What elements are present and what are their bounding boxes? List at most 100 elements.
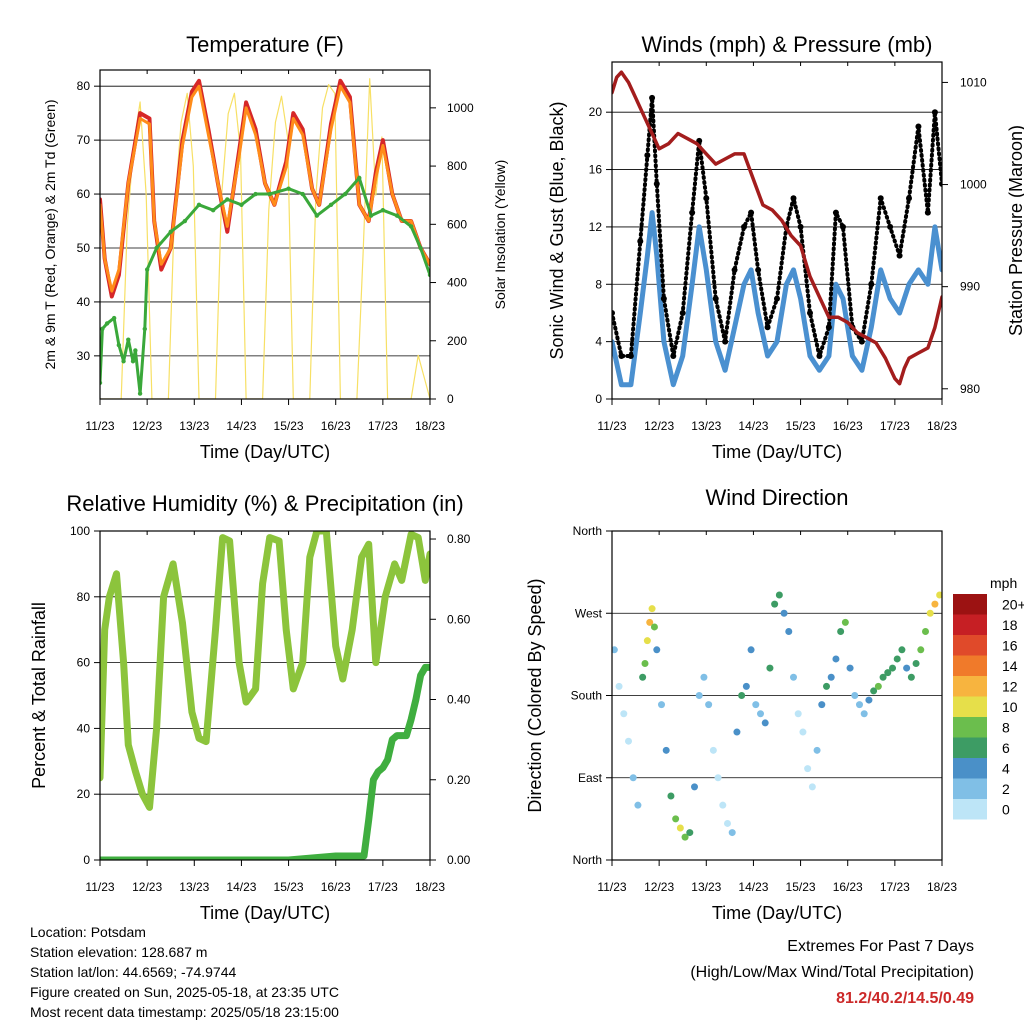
chart-title: Winds (mph) & Pressure (mb) [642,32,933,57]
colorbar-label: 8 [1002,719,1010,735]
chart-title: Temperature (F) [186,32,344,57]
extremes-values: 81.2/40.2/14.5/0.49 [836,990,974,1007]
gust-point [653,180,660,187]
x-tick-label: 18/23 [927,419,957,433]
direction-point [771,600,779,608]
direction-point [742,682,750,690]
y-tick-label: 16 [589,163,603,177]
colorbar-label: 6 [1002,740,1010,756]
direction-point [775,591,783,599]
direction-point [662,746,670,754]
colorbar-swatch [953,635,987,656]
direction-point [747,646,755,654]
y-tick-label: 100 [70,524,90,538]
dewpoint-point [328,202,334,208]
dewpoint-point [100,326,105,332]
direction-point [728,829,736,837]
y2-tick-label: 800 [447,159,467,173]
x-tick-label: 17/23 [880,880,910,894]
direction-point [936,591,942,599]
x-tick-label: 11/23 [597,419,626,433]
y-tick-label: East [578,771,603,785]
latlon-text: Station lat/lon: 44.6569; -74.9744 [30,964,237,980]
y2-tick-label: 0.00 [447,853,471,867]
direction-point [917,646,925,654]
gust-point [731,266,738,273]
direction-point [757,710,764,718]
x-tick-label: 16/23 [321,419,351,433]
direction-point [714,774,722,782]
y-axis-label: Percent & Total Rainfall [29,602,49,789]
x-tick-label: 13/23 [691,419,721,433]
y-tick-label: North [573,853,602,867]
direction-point [790,673,797,681]
colorbar-swatch [953,696,987,717]
y-axis-label: Sonic Wind & Gust (Blue, Black) [547,101,567,359]
direction-point [620,710,628,718]
direction-point [837,628,845,636]
dewpoint-point [126,337,131,342]
y2-tick-label: 0 [447,392,454,406]
direction-point [676,824,684,832]
colorbar-title: mph [990,575,1017,591]
elevation-text: Station elevation: 128.687 m [30,944,208,960]
colorbar-swatch [953,717,987,738]
gust-point [679,309,686,316]
x-tick-label: 12/23 [644,880,674,894]
y2-tick-label: 400 [447,276,467,290]
y-tick-label: 20 [77,787,91,801]
gust-point [712,295,719,302]
y2-tick-label: 600 [447,217,467,231]
gust-point [807,309,813,316]
dewpoint-point [300,191,305,197]
chart-title: Wind Direction [705,485,848,510]
x-tick-label: 15/23 [786,880,816,894]
colorbar-label: 16 [1002,637,1018,653]
dewpoint-point [253,191,258,197]
direction-point [653,646,661,654]
gust-point [741,223,747,230]
direction-point [691,783,698,791]
extremes-title: Extremes For Past 7 Days [787,938,974,955]
chart-panel-2: Winds (mph) & Pressure (mb) Time (Day/UTC… [547,32,1024,462]
dewpoint-point [154,245,159,251]
direction-point [639,673,647,681]
x-tick-label: 16/23 [321,880,351,894]
plot-frame [99,530,431,861]
x-tick-label: 14/23 [738,419,768,433]
direction-point [846,664,854,672]
colorbar-label: 4 [1002,760,1010,776]
dewpoint-point [116,342,122,348]
x-tick-label: 13/23 [691,880,721,894]
y-tick-label: 70 [77,133,91,147]
extremes-subtitle: (High/Low/Max Wind/Total Precipitation) [690,964,974,981]
x-tick-label: 14/23 [226,419,256,433]
y-tick-label: West [575,606,603,620]
gust-point [877,195,884,202]
y-tick-label: 40 [77,721,91,735]
created-text: Figure created on Sun, 2025-05-18, at 23… [30,984,339,1000]
y-tick-label: 4 [595,335,602,349]
dewpoint-point [225,197,230,202]
x-tick-label: 17/23 [368,419,398,433]
x-tick-label: 11/23 [597,880,626,894]
x-tick-label: 11/23 [85,419,114,433]
series-line-station-pressure [612,70,942,386]
dewpoint-point [144,267,150,272]
dewpoint-point [104,321,110,326]
gust-point [722,338,729,345]
gust-point [832,209,839,216]
direction-point [841,618,849,626]
y-tick-label: 80 [77,79,91,93]
direction-point [818,701,826,709]
x-axis-label: Time (Day/UTC) [712,903,842,923]
x-tick-label: 17/23 [880,419,910,433]
gust-point [931,109,938,116]
gust-point [637,238,644,245]
extremes-box: Extremes For Past 7 Days (High/Low/Max W… [690,934,974,1012]
direction-point [780,609,788,617]
colorbar-swatch [953,778,987,799]
colorbar-swatch [953,758,987,779]
direction-point [761,719,769,727]
